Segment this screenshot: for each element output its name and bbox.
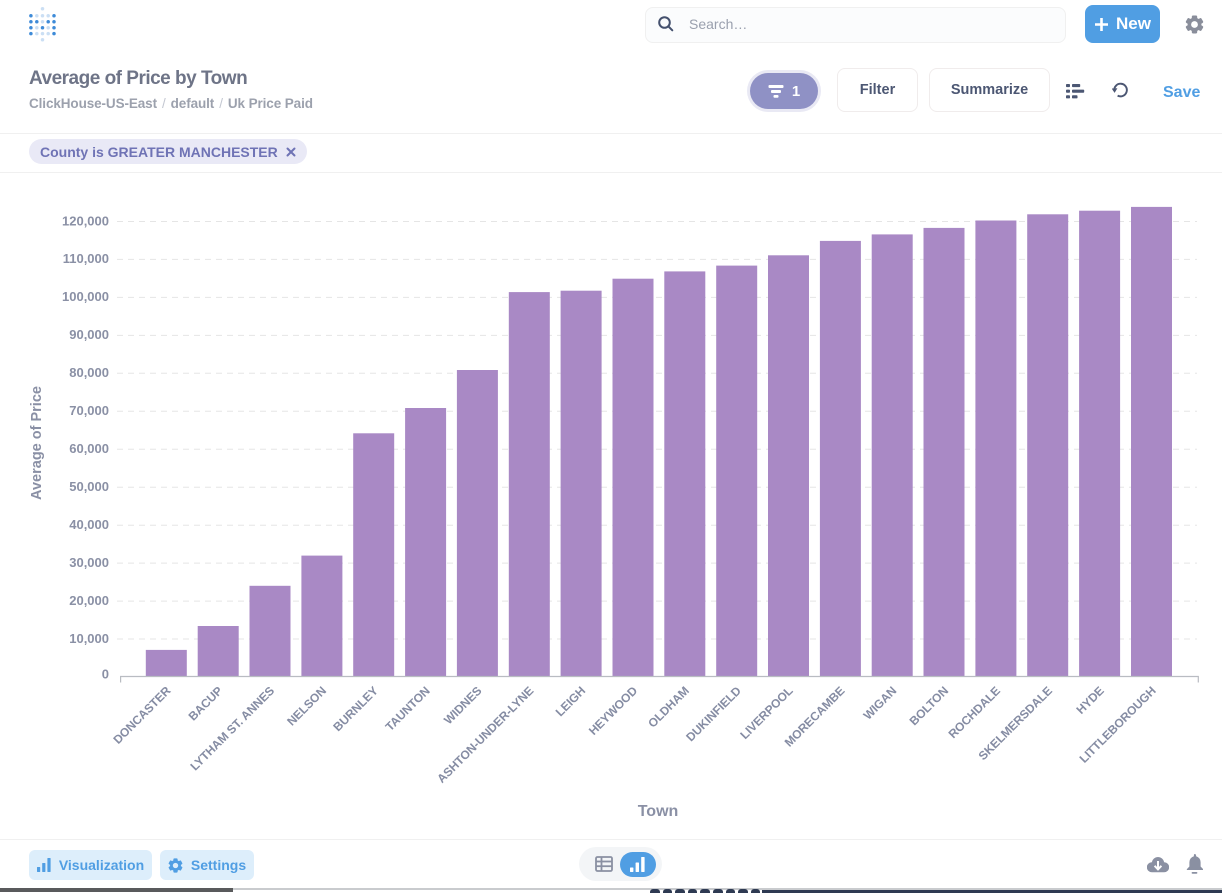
svg-text:70,000: 70,000 xyxy=(69,403,109,418)
svg-text:40,000: 40,000 xyxy=(69,517,109,532)
svg-text:WIGAN: WIGAN xyxy=(861,684,900,723)
svg-text:0: 0 xyxy=(102,667,109,682)
svg-text:TAUNTON: TAUNTON xyxy=(383,684,433,734)
svg-text:50,000: 50,000 xyxy=(69,479,109,494)
svg-text:20,000: 20,000 xyxy=(69,593,109,608)
svg-text:30,000: 30,000 xyxy=(69,555,109,570)
svg-text:ROCHDALE: ROCHDALE xyxy=(946,684,1003,741)
svg-text:BURNLEY: BURNLEY xyxy=(330,684,380,734)
svg-text:DONCASTER: DONCASTER xyxy=(110,683,173,746)
svg-text:Town: Town xyxy=(638,803,679,820)
svg-text:110,000: 110,000 xyxy=(63,251,109,266)
svg-text:NELSON: NELSON xyxy=(284,684,329,729)
svg-text:OLDHAM: OLDHAM xyxy=(645,684,692,731)
svg-text:WIDNES: WIDNES xyxy=(441,684,484,727)
svg-text:Average of Price: Average of Price xyxy=(29,386,45,500)
svg-text:10,000: 10,000 xyxy=(69,631,109,646)
svg-text:HEYWOOD: HEYWOOD xyxy=(586,683,640,737)
svg-text:100,000: 100,000 xyxy=(62,289,109,304)
svg-text:120,000: 120,000 xyxy=(62,213,109,228)
svg-text:DUKINFIELD: DUKINFIELD xyxy=(683,683,744,744)
svg-text:LEIGH: LEIGH xyxy=(553,684,588,719)
svg-text:BACUP: BACUP xyxy=(186,684,226,724)
svg-text:BOLTON: BOLTON xyxy=(907,684,952,729)
svg-text:60,000: 60,000 xyxy=(69,441,109,456)
svg-text:ASHTON-UNDER-LYNE: ASHTON-UNDER-LYNE xyxy=(434,684,536,786)
svg-text:90,000: 90,000 xyxy=(69,327,109,342)
svg-text:HYDE: HYDE xyxy=(1074,684,1107,717)
svg-text:80,000: 80,000 xyxy=(69,365,109,380)
